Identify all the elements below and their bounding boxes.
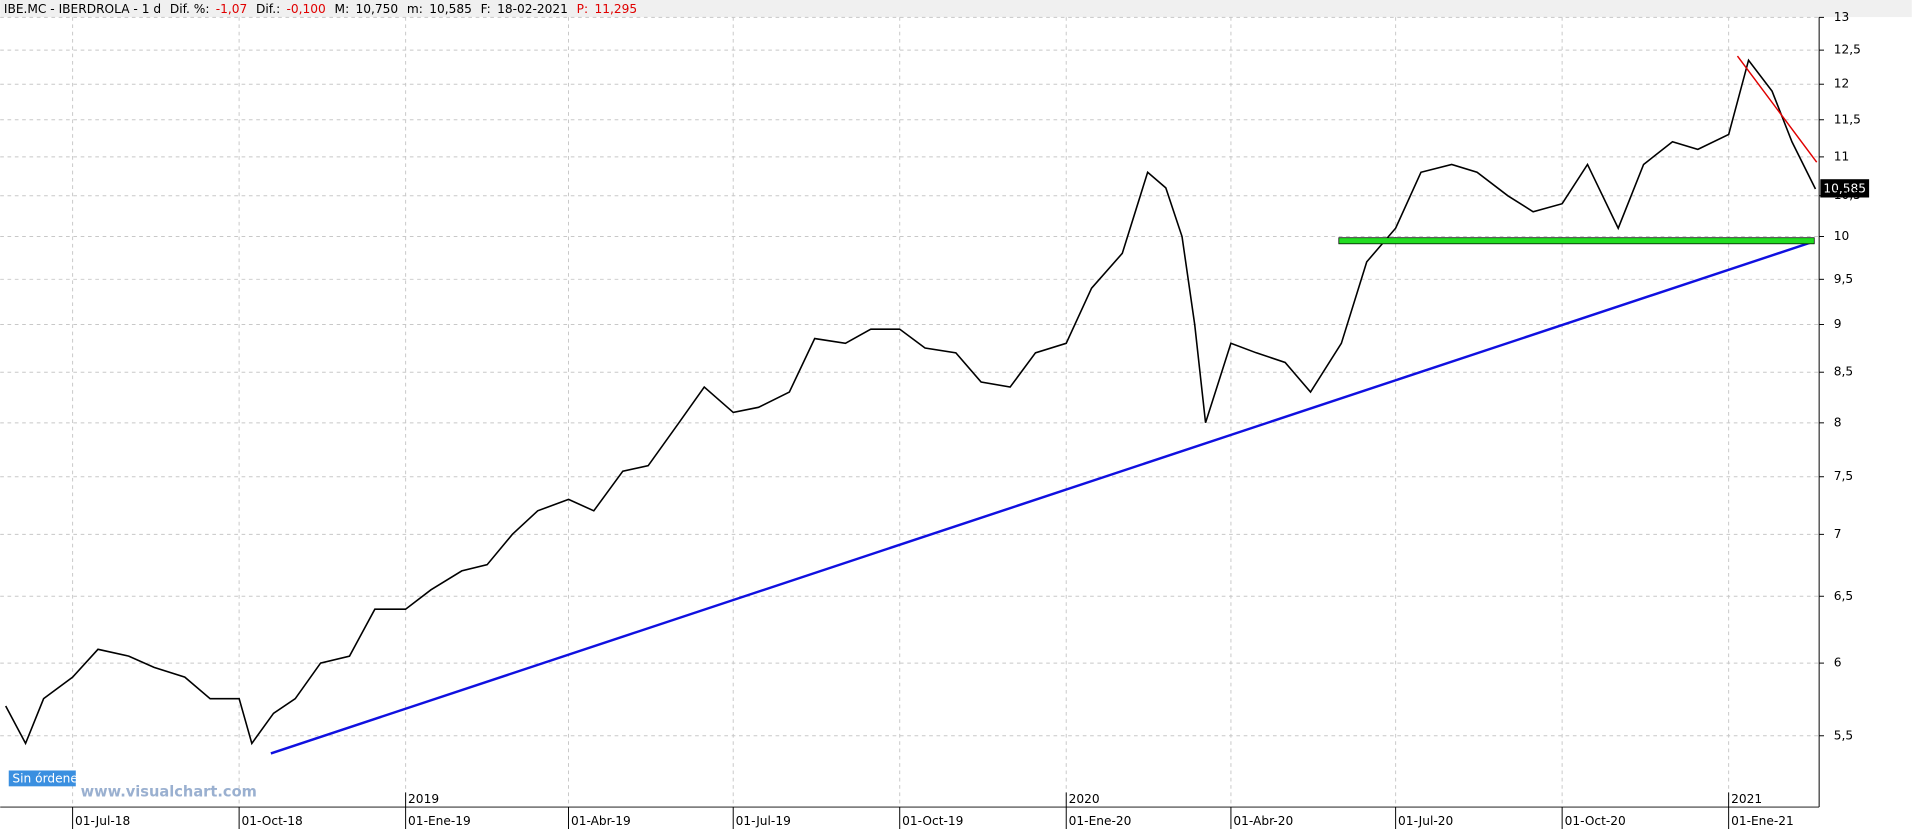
x-tick-label: 01-Oct-18 [242, 814, 303, 828]
y-tick-label: 8,5 [1834, 365, 1853, 379]
x-tick-label: 01-Jul-19 [736, 814, 791, 828]
price-label: P: [577, 2, 588, 16]
y-tick-label: 10,5 [1834, 188, 1861, 202]
y-tick-label: 9,5 [1834, 272, 1853, 286]
watermark: www.visualchart.com [81, 783, 257, 800]
marks [4, 58, 1817, 746]
status-box [8, 770, 76, 787]
date: 18-02-2021 [497, 2, 568, 16]
year-tick-label: 2021 [1731, 792, 1762, 806]
y-tick-label: 10 [1834, 229, 1850, 243]
x-tick-label: 01-Abr-20 [1233, 814, 1293, 828]
symbol: IBE.MC - IBERDROLA - 1 d [4, 2, 161, 16]
y-tick-label: 13 [1834, 10, 1850, 24]
dif-pct: -1,07 [216, 2, 248, 16]
support-zone [1338, 237, 1815, 245]
trend-line-support [270, 240, 1815, 755]
date-label: F: [481, 2, 491, 16]
header-bar [0, 0, 1912, 18]
x-tick-label: 01-Ene-21 [1731, 814, 1794, 828]
y-tick-label: 8 [1834, 415, 1842, 429]
min: 10,585 [429, 2, 472, 16]
y-tick-label: 7 [1834, 527, 1842, 541]
y-tick-label: 9 [1834, 317, 1842, 331]
status: Sin órdenes [12, 772, 84, 786]
y-tick-label: 7,5 [1834, 469, 1853, 483]
x-tick-label: 01-Ene-19 [408, 814, 471, 828]
y-tick-label: 5,5 [1834, 728, 1853, 742]
y-tick-label: 11 [1834, 149, 1850, 163]
year-tick-label: 2019 [408, 792, 439, 806]
y-tick-label: 6,5 [1834, 589, 1853, 603]
x-tick-label: 01-Ene-20 [1069, 814, 1132, 828]
y-tick-label: 6 [1834, 656, 1842, 670]
dif: -0,100 [287, 2, 326, 16]
header: IBE.MC - IBERDROLA - 1 d Dif. %: -1,07 D… [4, 2, 637, 16]
max: 10,750 [356, 2, 399, 16]
x-tick-label: 01-Abr-19 [571, 814, 631, 828]
min-label: m: [407, 2, 423, 16]
dif-pct-label: Dif. %: [170, 2, 210, 16]
x-tick-label: 01-Jul-18 [75, 814, 130, 828]
price-line [4, 58, 1817, 746]
y-tick-label: 12 [1834, 77, 1850, 91]
trend-line-resistance [1736, 55, 1818, 163]
dif-label: Dif.: [256, 2, 280, 16]
x-tick-label: 01-Oct-19 [902, 814, 963, 828]
y-tick-label: 11,5 [1834, 112, 1861, 126]
max-label: M: [335, 2, 350, 16]
x-tick-label: 01-Oct-20 [1565, 814, 1626, 828]
price: 11,295 [594, 2, 637, 16]
last-price-label: 10,585 [1823, 181, 1866, 195]
y-tick-label: 12,5 [1834, 43, 1861, 57]
last-price-box [1820, 179, 1870, 198]
year-tick-label: 2020 [1069, 792, 1100, 806]
x-tick-label: 01-Jul-20 [1398, 814, 1453, 828]
